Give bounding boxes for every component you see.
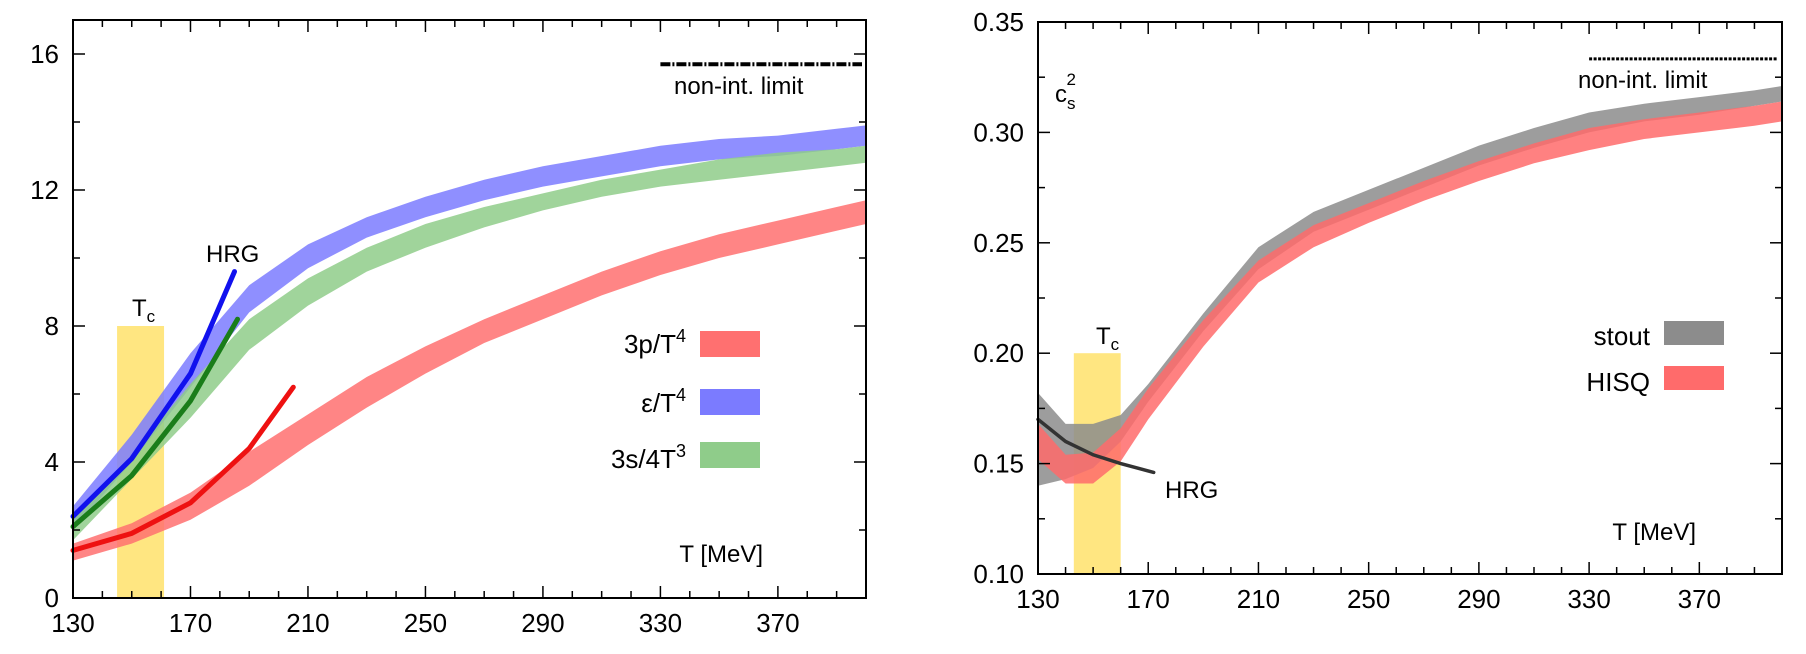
- tc-label-right: Tc: [1096, 323, 1120, 354]
- tc-label-left: Tc: [132, 295, 156, 326]
- x-tick-label: 250: [1347, 584, 1390, 614]
- x-axis-label-left: T [MeV]: [679, 541, 763, 568]
- band-stout: [1038, 86, 1782, 486]
- tc-label-right-main: T: [1096, 323, 1111, 350]
- x-tick-labels-right: 130 170 210 250 290 330 370: [1016, 22, 1783, 614]
- hrg-curve-left-0: [70, 384, 296, 553]
- tc-label-right-sub: c: [1111, 335, 1120, 354]
- hrg-curve-left-2: [70, 316, 240, 530]
- legend-label-3s-4T3-main: 3s/4T: [611, 444, 676, 474]
- y-tick-label: 0.10: [973, 559, 1024, 589]
- hrg-curve-left-1: [70, 269, 237, 519]
- y-tick-label: 0.30: [973, 117, 1024, 147]
- y-tick-labels-right: 0.10 0.15 0.20 0.25 0.30 0.35: [973, 7, 1782, 589]
- y-tick-labels-left: 0 4 8 12 16: [30, 39, 866, 613]
- plot-border-left: [72, 19, 867, 599]
- x-tick-label: 290: [521, 608, 564, 638]
- legend-label-3p-T4: 3p/T4: [624, 326, 686, 359]
- y-axis-label-right: cs 2: [1055, 70, 1076, 113]
- x-tick-label: 370: [756, 608, 799, 638]
- x-tick-label: 210: [286, 608, 329, 638]
- legend-label-3p-T4-main: 3p/T: [624, 329, 676, 359]
- hrg-label-left: HRG: [206, 241, 259, 268]
- x-tick-label: 170: [169, 608, 212, 638]
- x-tick-label: 170: [1127, 584, 1170, 614]
- x-tick-label: 330: [639, 608, 682, 638]
- legend-label-3s-4T3: 3s/4T3: [611, 441, 686, 474]
- chart-left: 130 170 210 250 290 330 370 0 4 8 12 16 T [MeV] no…: [30, 19, 867, 638]
- y-tick-label: 8: [45, 311, 59, 341]
- hrg-curves-left: [70, 269, 296, 553]
- hrg-label-right: HRG: [1165, 477, 1218, 504]
- y-tick-label: 0.25: [973, 228, 1024, 258]
- non-int-limit-label-right: non-int. limit: [1578, 67, 1708, 94]
- tc-label-left-main: T: [132, 295, 147, 322]
- legend-label-hisq: HISQ: [1586, 367, 1650, 397]
- y-tick-label: 0.15: [973, 449, 1024, 479]
- y-axis-label-right-sub: s: [1067, 94, 1076, 113]
- y-tick-label: 0: [45, 583, 59, 613]
- y-tick-label: 0.35: [973, 7, 1024, 37]
- y-tick-label: 12: [30, 175, 59, 205]
- x-tick-labels-left: 130 170 210 250 290 330 370: [51, 20, 867, 638]
- y-tick-label: 4: [45, 447, 59, 477]
- legend-label-3p-T4-sup: 4: [676, 326, 686, 346]
- y-axis-label-right-main: c: [1055, 81, 1067, 108]
- y-tick-label: 0.20: [973, 338, 1024, 368]
- x-tick-label: 330: [1567, 584, 1610, 614]
- x-tick-label: 210: [1237, 584, 1280, 614]
- legend-swatch-eps-T4: [700, 389, 760, 415]
- x-axis-label-right: T [MeV]: [1612, 519, 1696, 546]
- legend-swatch-stout: [1664, 321, 1724, 345]
- legend-label-eps-T4-sup: 4: [676, 385, 686, 405]
- x-tick-label: 370: [1678, 584, 1721, 614]
- band-hisq: [1038, 101, 1782, 484]
- legend-swatch-3s-4T3: [700, 442, 760, 468]
- y-tick-label: 16: [30, 39, 59, 69]
- hrg-curves-right: [1036, 417, 1156, 475]
- legend-swatch-hisq: [1664, 366, 1724, 390]
- bands-right: [1038, 86, 1782, 486]
- tc-label-left-sub: c: [147, 307, 156, 326]
- band-3p-t4: [73, 200, 866, 561]
- band-3s-4t3: [73, 145, 866, 541]
- y-axis-label-right-sup: 2: [1067, 70, 1076, 89]
- x-tick-label: 130: [1016, 584, 1059, 614]
- legend-label-3s-4T3-sup: 3: [676, 441, 686, 461]
- legend-swatch-3p-T4: [700, 331, 760, 357]
- legend-label-stout: stout: [1594, 321, 1651, 351]
- non-int-limit-label-left: non-int. limit: [674, 73, 804, 100]
- legend-left: 3p/T4 ε/T4 3s/4T3: [611, 326, 760, 474]
- legend-label-eps-T4-main: ε/T: [641, 388, 676, 418]
- axes-frame-left: [72, 19, 867, 599]
- x-tick-label: 130: [51, 608, 94, 638]
- x-tick-label: 250: [404, 608, 447, 638]
- hrg-curve-right-0: [1036, 417, 1156, 475]
- chart-right: 130 170 210 250 290 330 370 0.100.150.200.250.…: [973, 7, 1783, 614]
- legend-right: stout HISQ: [1586, 321, 1724, 397]
- x-tick-label: 290: [1457, 584, 1500, 614]
- legend-label-eps-T4: ε/T4: [641, 385, 686, 418]
